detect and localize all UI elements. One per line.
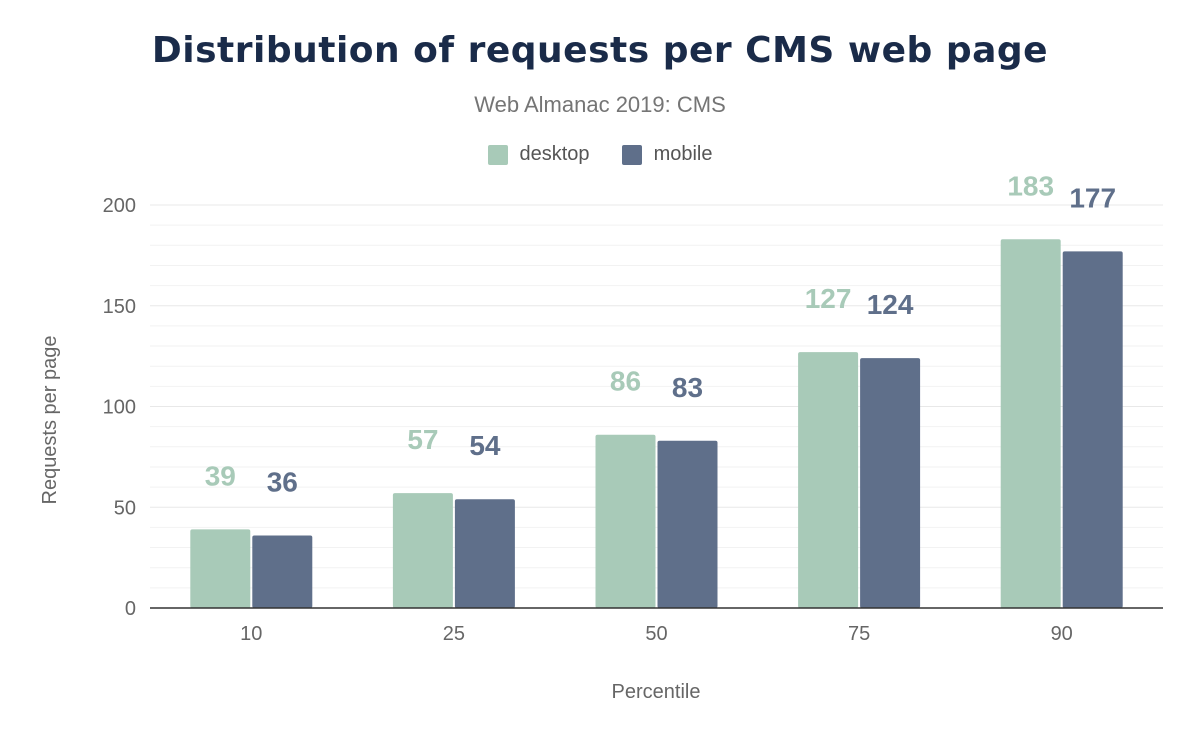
data-label-mobile: 36 [267, 466, 298, 497]
bar-mobile [454, 499, 515, 608]
data-label-mobile: 177 [1069, 182, 1116, 213]
legend-label-desktop: desktop [519, 143, 590, 165]
chart-subtitle: Web Almanac 2019: CMS [474, 92, 726, 117]
legend-label-mobile: mobile [653, 143, 713, 165]
data-label-desktop: 183 [1007, 170, 1054, 201]
legend: desktop mobile [0, 143, 1200, 166]
legend-swatch-desktop [487, 144, 508, 165]
data-label-desktop: 39 [205, 460, 236, 491]
bar-desktop [595, 434, 656, 608]
bar-mobile [1062, 251, 1123, 608]
y-tick-label: 150 [103, 296, 136, 318]
x-axis-label: Percentile [612, 681, 701, 703]
x-tick-label: 25 [443, 623, 465, 645]
y-tick-label: 0 [125, 598, 136, 620]
y-tick-label: 100 [103, 397, 136, 419]
x-tick-label: 90 [1051, 623, 1073, 645]
legend-item-mobile[interactable]: mobile [621, 143, 713, 166]
x-tick-label: 10 [240, 623, 262, 645]
bar-desktop [190, 529, 251, 608]
y-tick-label: 200 [103, 195, 136, 217]
y-tick-label: 50 [114, 497, 136, 519]
data-label-desktop: 57 [407, 424, 438, 455]
bar-desktop [392, 493, 453, 608]
x-tick-label: 75 [848, 623, 870, 645]
x-tick-label: 50 [645, 623, 667, 645]
bar-mobile [657, 440, 718, 608]
data-label-desktop: 86 [610, 366, 641, 397]
bar-desktop [1000, 239, 1061, 608]
bar-mobile [860, 358, 921, 608]
data-label-desktop: 127 [805, 283, 852, 314]
data-label-mobile: 83 [672, 372, 703, 403]
bar-desktop [798, 352, 859, 608]
data-label-mobile: 124 [867, 289, 914, 320]
data-label-mobile: 54 [469, 430, 501, 461]
bar-mobile [252, 535, 313, 608]
chart-title: Distribution of requests per CMS web pag… [151, 30, 1049, 71]
legend-swatch-mobile [621, 144, 642, 165]
y-axis-label: Requests per page [39, 335, 61, 504]
legend-item-desktop[interactable]: desktop [487, 143, 590, 166]
